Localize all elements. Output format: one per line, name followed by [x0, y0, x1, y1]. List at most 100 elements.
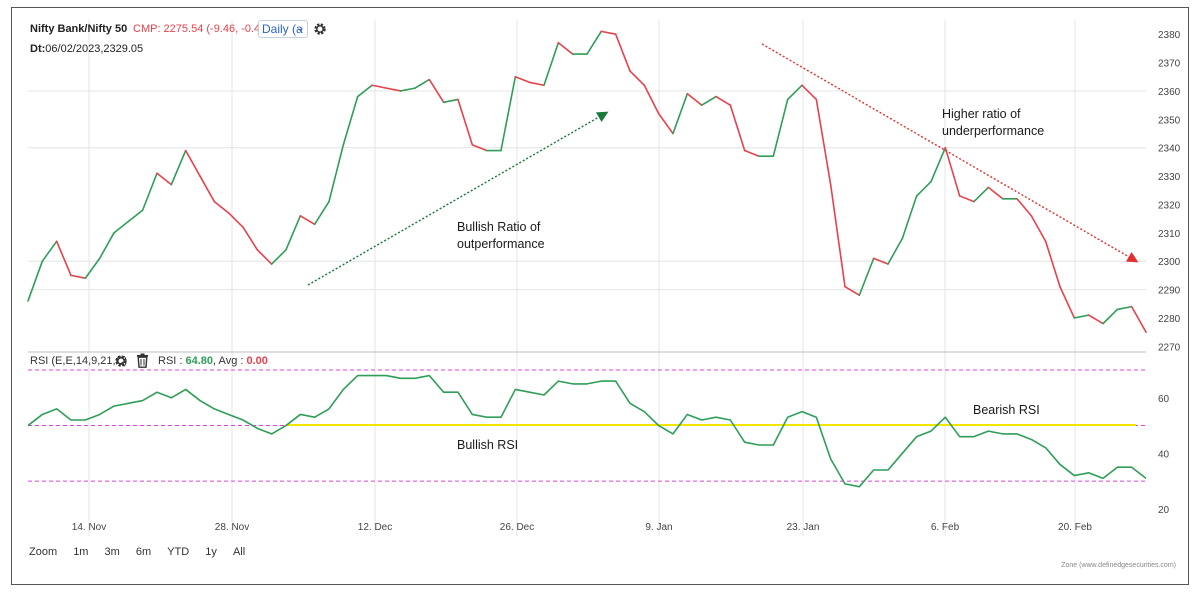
- price-segment: [84, 257, 101, 280]
- price-segment: [858, 257, 875, 297]
- price-segment: [743, 149, 760, 158]
- annotation-line: Higher ratio of: [942, 107, 1021, 121]
- price-segment: [844, 285, 861, 297]
- bullish-rsi-annotation: Bullish RSI: [457, 438, 519, 452]
- price-segment: [1030, 214, 1047, 243]
- price-segment: [471, 144, 488, 152]
- price-segment: [1059, 285, 1076, 319]
- date-tick-label: 28. Nov: [215, 522, 249, 533]
- price-segment: [772, 98, 789, 158]
- price-segment: [1044, 240, 1061, 288]
- price-segment: [442, 98, 459, 104]
- price-segment: [213, 200, 230, 214]
- price-segment: [156, 172, 173, 186]
- price-segment: [973, 186, 990, 203]
- price-segment: [113, 220, 130, 234]
- price-segment: [1116, 305, 1133, 311]
- price-segment: [528, 81, 545, 87]
- price-segment: [256, 249, 273, 265]
- price-segment: [500, 75, 517, 152]
- price-tick-label: 2300: [1158, 257, 1181, 268]
- price-segment: [786, 84, 803, 101]
- price-segment: [801, 84, 818, 101]
- bearish-rsi-annotation: Bearish RSI: [973, 403, 1040, 417]
- price-segment: [27, 260, 44, 302]
- symbol-title: Nifty Bank/Nifty 50: [30, 23, 128, 35]
- date-readout: Dt:06/02/2023,2329.05: [30, 43, 143, 55]
- rsi-tick-label: 40: [1158, 449, 1170, 460]
- price-segment: [930, 146, 947, 183]
- price-tick-label: 2340: [1158, 144, 1181, 155]
- bullish-trend-arrow: [307, 111, 609, 286]
- date-tick-label: 14. Nov: [72, 522, 106, 533]
- price-tick-label: 2290: [1158, 286, 1181, 297]
- price-segment: [1016, 197, 1033, 217]
- price-segment: [1130, 305, 1147, 333]
- price-segment: [98, 232, 115, 260]
- price-tick-label: 2320: [1158, 200, 1181, 211]
- interval-value: Daily (a: [262, 22, 303, 36]
- price-segment: [944, 146, 961, 197]
- higher-ratio-annotation: Higher ratio of underperformance: [942, 106, 1044, 140]
- price-segment: [915, 180, 932, 197]
- zoom-3m-button[interactable]: 3m: [104, 546, 120, 558]
- zoom-label: Zoom: [29, 546, 58, 558]
- price-segment: [887, 237, 904, 265]
- date-tick-label: 26. Dec: [500, 522, 534, 533]
- rsi-value: 64.80: [185, 355, 214, 367]
- trash-icon[interactable]: [136, 353, 149, 368]
- zoom-all-button[interactable]: All: [232, 546, 246, 558]
- price-segment: [399, 87, 416, 92]
- price-segment: [643, 84, 660, 115]
- date-value: 06/02/2023,2329.05: [45, 43, 144, 55]
- price-segment: [170, 149, 187, 186]
- date-tick-label: 9. Jan: [645, 522, 672, 533]
- zoom-1y-button[interactable]: 1y: [205, 546, 217, 558]
- price-segment: [55, 240, 72, 277]
- price-segment: [1087, 314, 1104, 325]
- price-tick-label: 2350: [1158, 115, 1181, 126]
- price-segment: [414, 78, 431, 89]
- rsi-tick-label: 20: [1158, 505, 1170, 516]
- gear-icon[interactable]: [313, 22, 327, 36]
- price-tick-label: 2270: [1158, 342, 1181, 353]
- price-segment: [457, 98, 474, 146]
- rsi-settings-gear-icon[interactable]: [114, 354, 128, 368]
- chevron-down-icon: ⌄: [295, 22, 305, 34]
- price-segment: [557, 41, 574, 55]
- price-segment: [514, 75, 531, 84]
- price-segment: [184, 149, 201, 177]
- zoom-6m-button[interactable]: 6m: [135, 546, 152, 558]
- price-segment: [141, 172, 158, 211]
- price-segment: [371, 84, 388, 89]
- date-tick-label: 20. Feb: [1058, 522, 1092, 533]
- price-segment: [958, 195, 975, 203]
- zoom-ytd-button[interactable]: YTD: [167, 546, 190, 558]
- price-segment: [1102, 308, 1119, 325]
- price-segment: [815, 98, 832, 186]
- price-segment: [672, 92, 689, 135]
- rsi-title: RSI (E,E,14,9,21,C): [30, 355, 128, 367]
- price-tick-label: 2330: [1158, 172, 1181, 183]
- price-segment: [600, 30, 617, 35]
- price-segment: [686, 92, 703, 106]
- price-segment: [715, 95, 732, 106]
- price-segment: [987, 186, 1004, 200]
- price-segment: [41, 240, 58, 262]
- price-segment: [385, 87, 402, 92]
- avg-value: 0.00: [246, 355, 268, 367]
- price-segment: [299, 214, 316, 226]
- zoom-1m-button[interactable]: 1m: [73, 546, 89, 558]
- price-segment: [428, 78, 445, 104]
- price-segment: [872, 257, 889, 265]
- price-segment: [285, 214, 302, 251]
- price-segment: [270, 249, 287, 265]
- date-tick-label: 6. Feb: [931, 522, 960, 533]
- date-label: Dt:: [30, 43, 46, 55]
- interval-select[interactable]: Daily (a ⌄: [258, 20, 308, 38]
- price-segment: [1073, 314, 1090, 319]
- zoom-bar: Zoom 1m 3m 6m YTD 1y All: [29, 546, 258, 558]
- price-segment: [328, 144, 345, 203]
- price-segment: [657, 112, 674, 135]
